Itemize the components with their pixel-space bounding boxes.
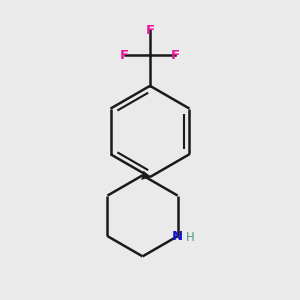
Text: H: H	[186, 231, 195, 244]
Text: N: N	[172, 230, 183, 243]
Text: F: F	[120, 49, 129, 62]
Text: F: F	[171, 49, 180, 62]
Polygon shape	[142, 171, 150, 180]
Text: F: F	[146, 24, 154, 37]
